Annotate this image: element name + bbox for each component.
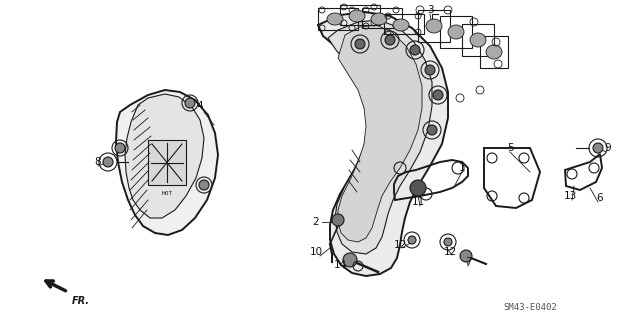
Ellipse shape — [426, 19, 442, 33]
Circle shape — [343, 253, 357, 267]
Circle shape — [593, 143, 603, 153]
Polygon shape — [338, 25, 422, 242]
Text: 3: 3 — [427, 5, 433, 15]
Circle shape — [332, 214, 344, 226]
Circle shape — [408, 236, 416, 244]
Text: 12: 12 — [444, 247, 456, 257]
Text: 13: 13 — [563, 191, 577, 201]
Text: 9: 9 — [605, 143, 611, 153]
Ellipse shape — [371, 13, 387, 25]
Ellipse shape — [349, 10, 365, 22]
Text: 14: 14 — [333, 260, 347, 270]
Ellipse shape — [327, 13, 343, 25]
Circle shape — [427, 125, 437, 135]
Circle shape — [185, 98, 195, 108]
Text: 10: 10 — [309, 247, 323, 257]
Text: FR.: FR. — [72, 296, 90, 306]
Circle shape — [425, 65, 435, 75]
Polygon shape — [318, 12, 448, 276]
Text: 7: 7 — [465, 257, 471, 267]
Circle shape — [103, 157, 113, 167]
Circle shape — [410, 180, 426, 196]
Ellipse shape — [486, 45, 502, 59]
Circle shape — [199, 180, 209, 190]
Text: 12: 12 — [394, 240, 406, 250]
Text: 4: 4 — [196, 101, 204, 111]
Polygon shape — [328, 20, 432, 254]
Circle shape — [444, 238, 452, 246]
Polygon shape — [116, 90, 218, 235]
Circle shape — [355, 39, 365, 49]
Text: 1: 1 — [459, 163, 465, 173]
Polygon shape — [125, 94, 204, 218]
Text: 6: 6 — [596, 193, 604, 203]
Ellipse shape — [470, 33, 486, 47]
Text: 8: 8 — [95, 157, 101, 167]
Circle shape — [410, 45, 420, 55]
Text: 2: 2 — [313, 217, 319, 227]
Polygon shape — [148, 140, 186, 185]
Text: HOT: HOT — [161, 191, 173, 196]
Text: SM43-E0402: SM43-E0402 — [503, 303, 557, 313]
Circle shape — [115, 143, 125, 153]
Ellipse shape — [393, 19, 409, 31]
Circle shape — [433, 90, 443, 100]
Ellipse shape — [448, 25, 464, 39]
Circle shape — [460, 250, 472, 262]
Circle shape — [385, 35, 395, 45]
Text: 11: 11 — [412, 197, 424, 207]
Text: 5: 5 — [507, 143, 513, 153]
